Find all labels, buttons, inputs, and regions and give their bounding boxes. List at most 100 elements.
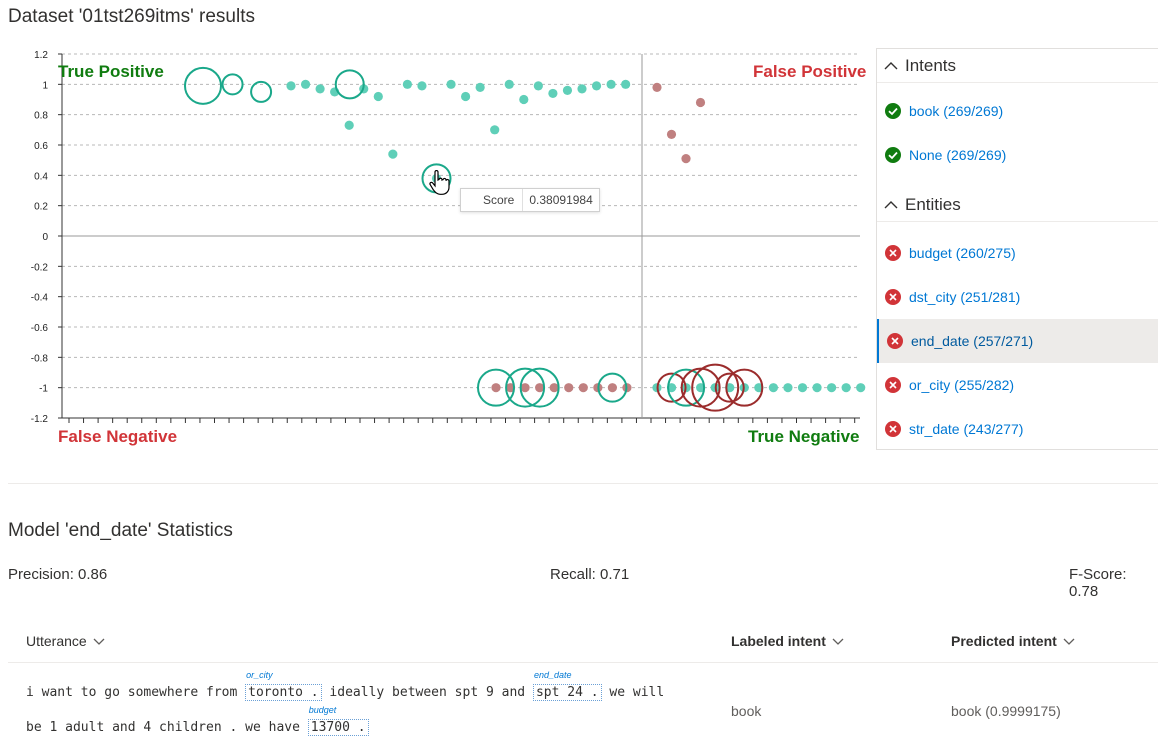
y-tick-label: 0 — [42, 232, 48, 243]
data-ring — [184, 66, 222, 105]
data-point — [344, 120, 354, 130]
data-ring — [334, 69, 365, 100]
entities-header[interactable]: Entities — [877, 188, 1158, 222]
entity-span-budget[interactable]: budget 13700 . — [307, 705, 369, 736]
intents-heading: Intents — [905, 55, 957, 75]
intent-item-book[interactable]: book (269/269) — [877, 89, 1158, 133]
utterance-column-header[interactable]: Utterance — [26, 633, 105, 649]
hand-cursor-icon — [429, 170, 450, 195]
data-point — [520, 383, 530, 393]
utterance-text: i want to go somewhere from — [26, 685, 246, 700]
data-ring — [725, 368, 764, 407]
entity-tag: budget — [308, 705, 337, 715]
check-icon — [877, 146, 909, 164]
entity-tag: end_date — [533, 670, 572, 680]
intent-label: None (269/269) — [909, 147, 1007, 163]
intent-item-none[interactable]: None (269/269) — [877, 133, 1158, 177]
entity-text: 13700 . — [310, 720, 366, 735]
data-ring — [667, 368, 706, 407]
y-tick-label: -1 — [39, 384, 48, 395]
entity-label: or_city (255/282) — [909, 377, 1015, 393]
data-point — [548, 88, 558, 99]
data-point — [578, 383, 588, 393]
data-point — [841, 383, 851, 393]
data-point — [519, 94, 529, 105]
check-icon — [877, 102, 909, 120]
entity-label: end_date (257/271) — [911, 333, 1034, 349]
data-point — [491, 383, 501, 393]
data-point — [286, 81, 296, 91]
data-point — [812, 383, 822, 393]
data-point — [504, 79, 514, 89]
utterance-text: we will — [601, 685, 665, 700]
chevron-down-icon — [832, 633, 844, 649]
error-icon — [877, 420, 909, 438]
data-point — [533, 81, 543, 91]
y-tick-label: 1 — [42, 80, 48, 91]
data-point — [388, 149, 398, 159]
stats-title: Model 'end_date' Statistics — [8, 520, 233, 541]
entity-span-or-city[interactable]: or_city toronto . — [245, 670, 322, 701]
data-point — [696, 383, 706, 393]
precision-value: Precision: 0.86 — [8, 566, 108, 583]
y-tick-label: -0.8 — [31, 353, 49, 364]
entity-label: budget (260/275) — [909, 245, 1016, 261]
data-point — [446, 79, 456, 89]
data-point — [315, 84, 325, 94]
data-point — [754, 383, 764, 393]
quadrant-false-negative: False Negative — [58, 427, 178, 446]
utterance-text: ideally between spt 9 and — [321, 685, 533, 700]
intent-label: book (269/269) — [909, 103, 1004, 119]
data-point — [827, 383, 837, 393]
score-tooltip: Score 0.38091984 — [460, 188, 600, 212]
data-point — [505, 383, 516, 393]
section-divider — [8, 483, 1158, 484]
data-point — [402, 79, 412, 89]
y-tick-label: 0.2 — [34, 202, 48, 213]
y-tick-label: -0.6 — [31, 323, 49, 334]
data-point — [535, 383, 545, 393]
y-tick-label: 0.4 — [34, 171, 48, 182]
data-point — [607, 383, 618, 393]
labeled-header-label: Labeled intent — [731, 633, 826, 649]
data-ring — [505, 367, 546, 408]
data-ring — [597, 372, 628, 403]
data-point — [856, 383, 866, 393]
data-point — [725, 383, 735, 393]
data-point — [562, 85, 573, 95]
data-point — [621, 79, 631, 89]
quadrant-true-negative: True Negative — [748, 427, 860, 446]
entity-item-end-date[interactable]: end_date (257/271) — [877, 319, 1158, 363]
page-title: Dataset '01tst269itms' results — [8, 6, 255, 27]
tooltip-label: Score — [461, 189, 524, 211]
data-ring — [221, 73, 244, 96]
utterance-line-1: i want to go somewhere from or_city toron… — [26, 670, 665, 701]
data-point — [797, 383, 808, 393]
data-point — [695, 97, 706, 108]
entity-item-str-date[interactable]: str_date (243/277) — [877, 407, 1158, 451]
y-tick-label: -0.2 — [31, 262, 49, 273]
entity-text: spt 24 . — [535, 685, 599, 700]
error-icon — [877, 288, 909, 306]
quadrant-false-positive: False Positive — [753, 62, 867, 81]
data-ring — [714, 372, 745, 403]
entity-item-or-city[interactable]: or_city (255/282) — [877, 363, 1158, 407]
predicted-intent-column-header[interactable]: Predicted intent — [951, 633, 1075, 649]
y-tick-label: 0.8 — [34, 111, 48, 122]
quadrant-true-positive: True Positive — [58, 62, 164, 81]
y-tick-label: 1.2 — [34, 50, 48, 61]
data-point — [549, 383, 559, 393]
entity-item-dst-city[interactable]: dst_city (251/281) — [877, 275, 1158, 319]
data-point — [652, 82, 662, 92]
data-point — [606, 79, 616, 89]
data-ring — [250, 80, 273, 103]
labeled-intent-column-header[interactable]: Labeled intent — [731, 633, 844, 649]
intents-header[interactable]: Intents — [877, 49, 1158, 83]
table-header-divider — [8, 662, 1158, 663]
data-point — [783, 383, 793, 393]
chevron-up-icon — [877, 200, 905, 210]
chevron-up-icon — [877, 61, 905, 71]
data-ring — [477, 368, 515, 407]
entity-item-budget[interactable]: budget (260/275) — [877, 231, 1158, 275]
